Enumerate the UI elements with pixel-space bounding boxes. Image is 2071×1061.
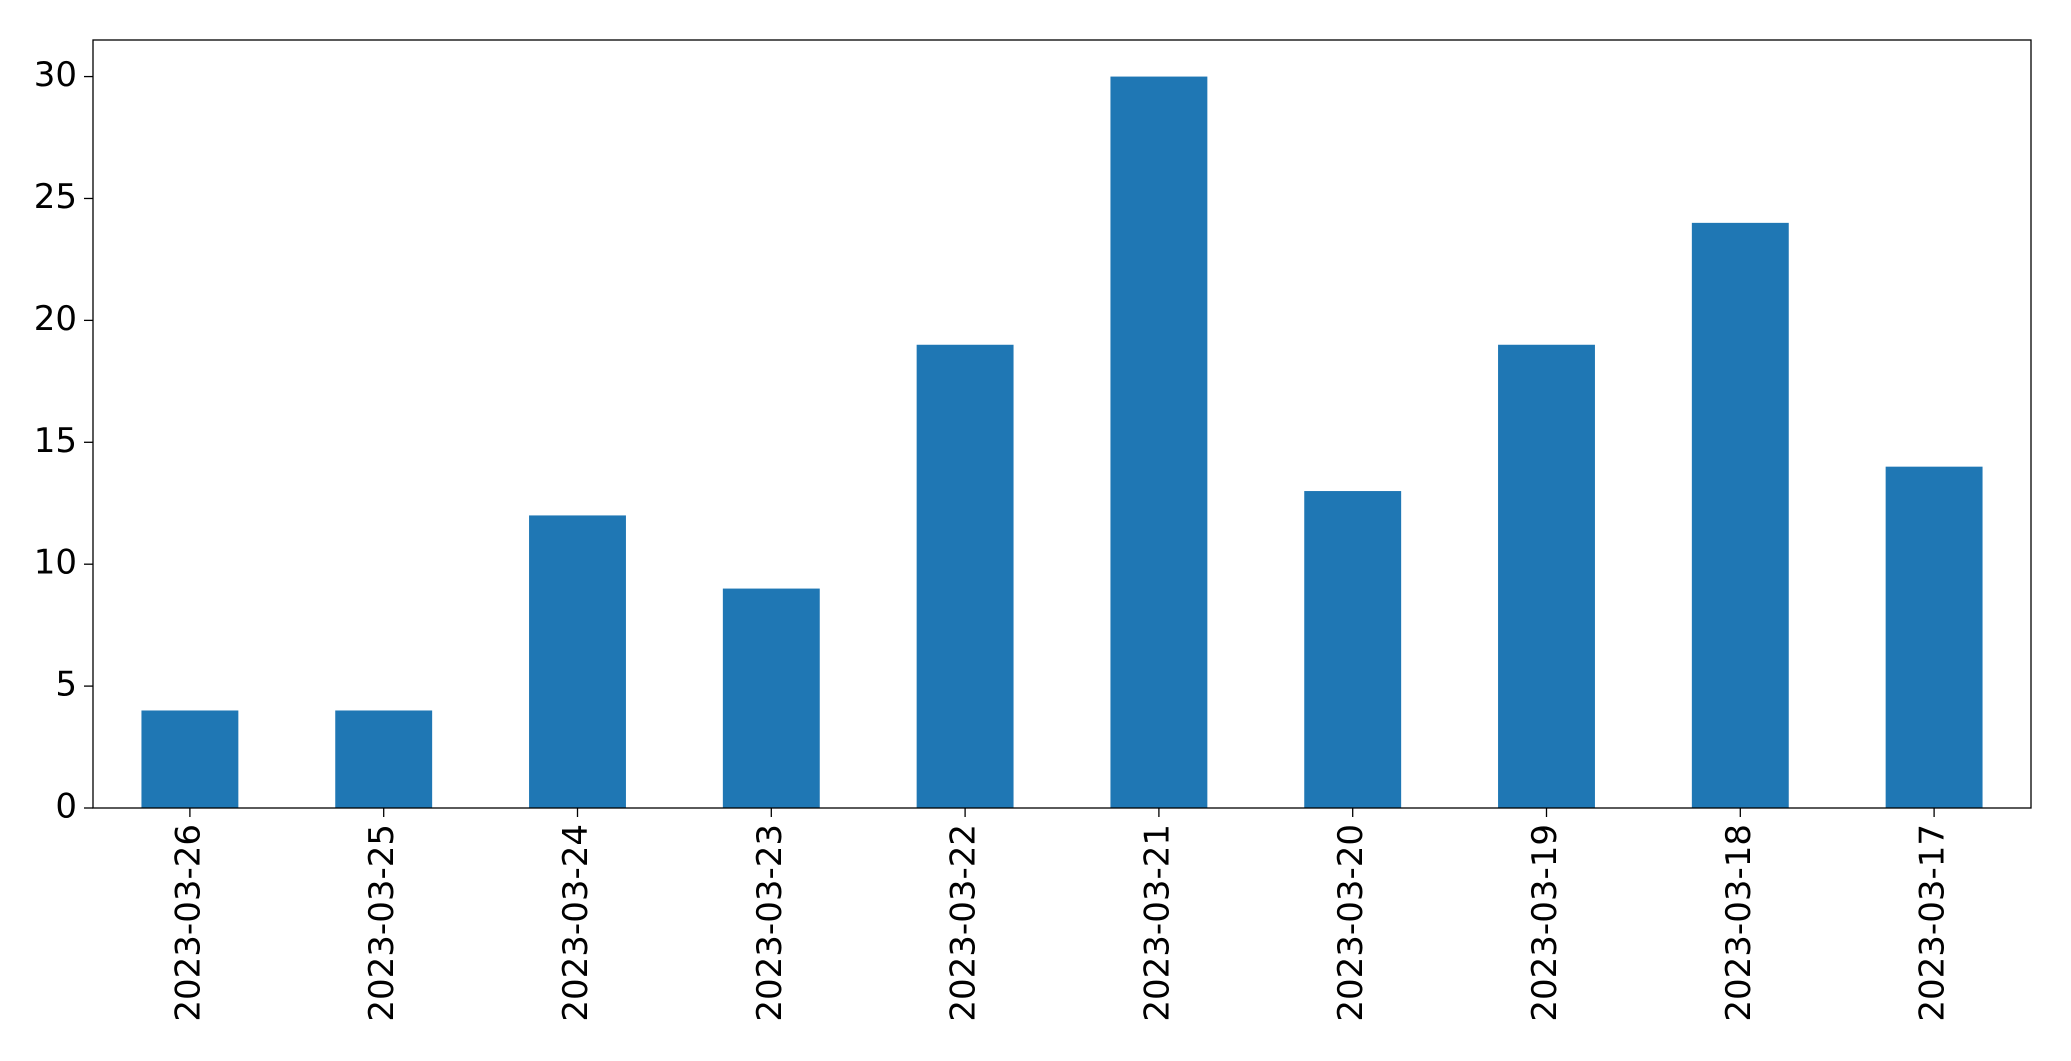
y-tick-label: 15: [34, 421, 77, 461]
x-tick-label: 2023-03-17: [1913, 824, 1953, 1022]
x-tick-label: 2023-03-25: [362, 824, 402, 1022]
x-tick-label: 2023-03-26: [168, 824, 208, 1022]
y-tick-label: 30: [34, 55, 77, 95]
bar: [722, 588, 820, 808]
x-tick-label: 2023-03-18: [1719, 824, 1759, 1022]
x-tick-label: 2023-03-19: [1525, 824, 1565, 1022]
bar: [1885, 466, 1983, 808]
plot-frame: [92, 39, 2032, 809]
bar: [1304, 491, 1402, 808]
y-tick-label: 20: [34, 299, 77, 339]
x-tick-label: 2023-03-23: [750, 824, 790, 1022]
bar: [916, 344, 1014, 808]
bar: [335, 710, 433, 808]
y-tick-label: 5: [55, 665, 77, 705]
bar: [1691, 222, 1789, 808]
bar: [1110, 76, 1208, 809]
y-tick-label: 10: [34, 543, 77, 583]
y-tick-label: 25: [34, 177, 77, 217]
bar: [529, 515, 626, 808]
bar: [1498, 344, 1595, 808]
y-tick-label: 0: [55, 787, 77, 827]
x-tick-label: 2023-03-24: [556, 824, 596, 1022]
x-tick-label: 2023-03-20: [1331, 824, 1371, 1022]
bar: [141, 710, 239, 808]
x-tick-label: 2023-03-21: [1137, 824, 1177, 1022]
x-tick-label: 2023-03-22: [944, 824, 984, 1022]
